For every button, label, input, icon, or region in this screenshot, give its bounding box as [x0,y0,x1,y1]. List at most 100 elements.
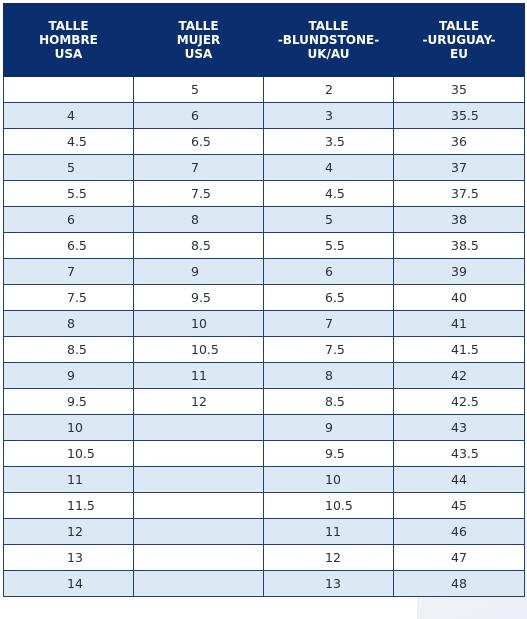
women-usa-cell: 8 [133,206,264,233]
women-usa-cell: 8.5 [133,232,264,259]
uruguay-eu-cell: 41.5 [393,336,525,363]
uruguay-eu-cell: 37 [393,154,525,181]
men-usa-cell [3,76,134,103]
men-usa-cell: 6.5 [3,232,134,259]
blundstone-ukau-cell: 12 [263,544,394,571]
table-row: 14 13 48 [3,570,525,597]
men-usa-cell: 12 [3,518,134,545]
header-line: USA [54,47,83,61]
blundstone-ukau-cell: 2 [263,76,394,103]
blundstone-ukau-cell: 8.5 [263,388,394,415]
men-usa-cell: 6 [3,206,134,233]
table-row: 7.5 9.5 6.5 40 [3,284,525,311]
table-row: 8 10 7 41 [3,310,525,337]
men-usa-cell: 7.5 [3,284,134,311]
table-row: 13 12 47 [3,544,525,571]
uruguay-eu-cell: 38.5 [393,232,525,259]
blundstone-ukau-cell: 8 [263,362,394,389]
uruguay-eu-cell: 44 [393,466,525,493]
table-row: 5 7 4 37 [3,154,525,181]
women-usa-cell [133,414,264,441]
uruguay-eu-cell: 41 [393,310,525,337]
header-line: HOMBRE [39,33,98,47]
table-body: 5 2 35 4 6 3 35.5 4.5 6.5 3.5 36 5 7 4 37 5.5 7.5 4.5 37.5… [3,76,525,597]
header-uruguay-eu: TALLE -URUGUAY- EU [393,3,525,77]
blundstone-ukau-cell: 9.5 [263,440,394,467]
uruguay-eu-cell: 38 [393,206,525,233]
uruguay-eu-cell: 35.5 [393,102,525,129]
blundstone-ukau-cell: 9 [263,414,394,441]
blundstone-ukau-cell: 3.5 [263,128,394,155]
table-row: 9 11 8 42 [3,362,525,389]
table-row: 6.5 8.5 5.5 38.5 [3,232,525,259]
header-line: -URUGUAY- [422,33,496,47]
header-line: MUJER [176,33,221,47]
women-usa-cell [133,570,264,597]
blundstone-ukau-cell: 13 [263,570,394,597]
men-usa-cell: 5.5 [3,180,134,207]
table-row: 5.5 7.5 4.5 37.5 [3,180,525,207]
women-usa-cell: 6 [133,102,264,129]
uruguay-eu-cell: 42.5 [393,388,525,415]
header-line: TALLE [308,19,349,33]
men-usa-cell: 4.5 [3,128,134,155]
blundstone-ukau-cell: 11 [263,518,394,545]
men-usa-cell: 14 [3,570,134,597]
women-usa-cell: 5 [133,76,264,103]
uruguay-eu-cell: 48 [393,570,525,597]
table-row: 4 6 3 35.5 [3,102,525,129]
uruguay-eu-cell: 35 [393,76,525,103]
header-row: TALLE HOMBRE USA TALLE MUJER USA TALLE -… [3,3,525,77]
uruguay-eu-cell: 36 [393,128,525,155]
header-line: TALLE [438,19,480,33]
men-usa-cell: 9.5 [3,388,134,415]
table-row: 9.5 12 8.5 42.5 [3,388,525,415]
table-row: 4.5 6.5 3.5 36 [3,128,525,155]
women-usa-cell: 6.5 [133,128,264,155]
uruguay-eu-cell: 46 [393,518,525,545]
header-line: UK/AU [307,47,350,61]
uruguay-eu-cell: 42 [393,362,525,389]
women-usa-cell: 9.5 [133,284,264,311]
table-header: TALLE HOMBRE USA TALLE MUJER USA TALLE -… [3,3,525,77]
blundstone-ukau-cell: 4 [263,154,394,181]
table-row: 6 8 5 38 [3,206,525,233]
men-usa-cell: 9 [3,362,134,389]
uruguay-eu-cell: 47 [393,544,525,571]
uruguay-eu-cell: 43.5 [393,440,525,467]
header-blundstone-ukau: TALLE -BLUNDSTONE- UK/AU [263,3,394,77]
table-row: 10 9 43 [3,414,525,441]
women-usa-cell: 10 [133,310,264,337]
uruguay-eu-cell: 37.5 [393,180,525,207]
blundstone-ukau-cell: 7.5 [263,336,394,363]
header-women-usa: TALLE MUJER USA [133,3,264,77]
header-line: TALLE [178,19,219,33]
blundstone-ukau-cell: 4.5 [263,180,394,207]
header-line: USA [184,47,213,61]
women-usa-cell: 11 [133,362,264,389]
men-usa-cell: 8.5 [3,336,134,363]
blundstone-ukau-cell: 5.5 [263,232,394,259]
header-line: TALLE [48,19,89,33]
table-row: 5 2 35 [3,76,525,103]
women-usa-cell: 9 [133,258,264,285]
uruguay-eu-cell: 43 [393,414,525,441]
women-usa-cell [133,544,264,571]
table-row: 7 9 6 39 [3,258,525,285]
men-usa-cell: 10.5 [3,440,134,467]
men-usa-cell: 4 [3,102,134,129]
men-usa-cell: 11.5 [3,492,134,519]
header-men-usa: TALLE HOMBRE USA [3,3,134,77]
men-usa-cell: 13 [3,544,134,571]
table-row: 11 10 44 [3,466,525,493]
men-usa-cell: 8 [3,310,134,337]
uruguay-eu-cell: 40 [393,284,525,311]
blundstone-ukau-cell: 6.5 [263,284,394,311]
blundstone-ukau-cell: 10.5 [263,492,394,519]
table-row: 12 11 46 [3,518,525,545]
men-usa-cell: 7 [3,258,134,285]
table-row: 8.5 10.5 7.5 41.5 [3,336,525,363]
blundstone-ukau-cell: 6 [263,258,394,285]
size-conversion-table: TALLE HOMBRE USA TALLE MUJER USA TALLE -… [3,3,525,597]
blundstone-ukau-cell: 3 [263,102,394,129]
